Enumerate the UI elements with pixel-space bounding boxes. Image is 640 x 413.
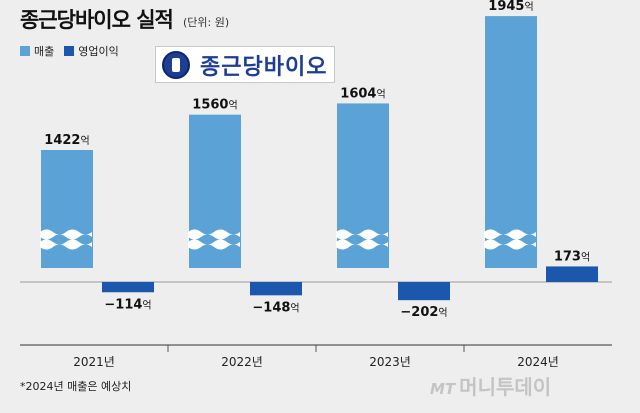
axis-break-wave-2-1 xyxy=(188,229,240,240)
axis-break-wave-3-2 xyxy=(336,239,388,250)
axis-break-wave-3-1 xyxy=(336,229,388,240)
bar-op-profit-3 xyxy=(398,282,450,301)
footnote: *2024년 매출은 예상치 xyxy=(20,380,132,393)
bar-op-profit-4 xyxy=(546,266,598,282)
x-tick-label-1: 2021년 xyxy=(73,355,115,369)
bar-op-profit-2 xyxy=(250,282,302,296)
axis-break-wave-1-1 xyxy=(40,229,92,240)
legend-swatch-sales xyxy=(20,46,30,56)
watermark-mark: MT xyxy=(430,380,456,398)
bar-sales-1 xyxy=(41,150,93,268)
x-tick-label-3: 2023년 xyxy=(369,355,411,369)
data-label-sales-1: 1422억 xyxy=(44,133,89,148)
company-logo: 종근당바이오 xyxy=(155,46,335,83)
legend-swatch-op-profit xyxy=(64,46,75,56)
watermark-text: 머니투데이 xyxy=(459,375,552,399)
data-label-op-profit-2: −148억 xyxy=(252,300,299,315)
bar-sales-4 xyxy=(485,16,537,268)
unit-label: (단위: 원) xyxy=(183,16,230,29)
x-tick-label-4: 2024년 xyxy=(517,355,559,369)
legend-label-sales: 매출 xyxy=(34,45,55,58)
axis-break-wave-4-2 xyxy=(484,239,536,250)
axis-break-wave-2-2 xyxy=(188,239,240,250)
axis-break-wave-1-2 xyxy=(40,239,92,250)
legend: 매출 영업이익 xyxy=(20,43,129,59)
logo-text: 종근당바이오 xyxy=(200,54,328,80)
axis-break-wave-4-1 xyxy=(484,229,536,240)
logo-emblem-icon xyxy=(162,50,190,79)
data-label-sales-4: 1945억 xyxy=(488,0,533,14)
legend-label-op-profit: 영업이익 xyxy=(78,45,119,58)
data-label-op-profit-1: −114억 xyxy=(104,297,151,312)
page-title: 종근당바이오 실적 xyxy=(20,8,174,32)
legend-item-op-profit: 영업이익 xyxy=(64,43,119,59)
legend-item-sales: 매출 xyxy=(20,43,54,59)
watermark: MT 머니투데이 xyxy=(430,371,551,400)
data-label-op-profit-3: −202억 xyxy=(400,305,447,320)
x-tick-label-2: 2022년 xyxy=(221,355,263,369)
bar-op-profit-1 xyxy=(102,282,154,293)
data-label-op-profit-4: 173억 xyxy=(554,249,590,264)
data-label-sales-3: 1604억 xyxy=(340,86,385,101)
data-label-sales-2: 1560억 xyxy=(192,98,237,113)
